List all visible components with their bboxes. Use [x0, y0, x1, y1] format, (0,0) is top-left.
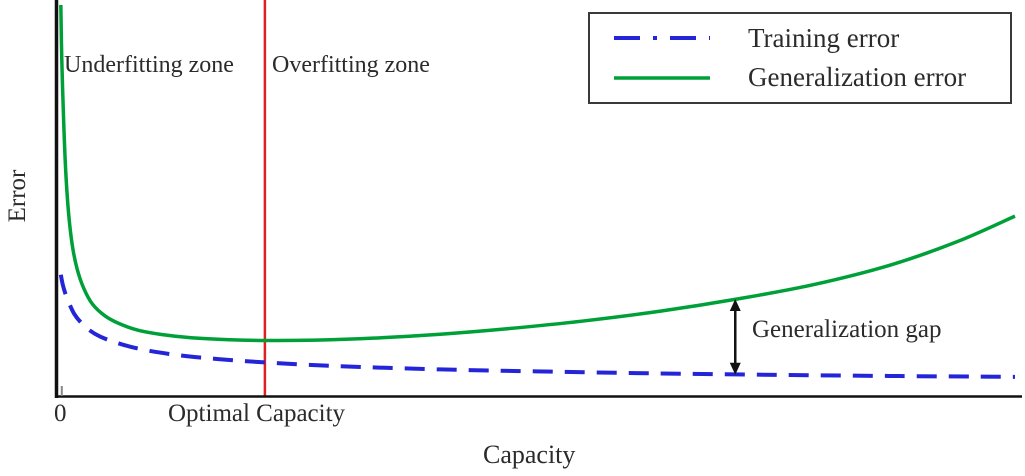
y-axis-label: Error: [4, 169, 31, 223]
generalization-error-curve: [59, 4, 1016, 343]
generalization-error-line-sample-icon: [614, 76, 710, 80]
training-error-line-sample-icon: [614, 36, 710, 41]
underfitting-zone-label: Underfitting zone: [64, 52, 234, 78]
legend-label-generalization-error: Generalization error: [748, 62, 967, 93]
overfitting-zone-label: Overfitting zone: [272, 52, 430, 78]
x-tick-zero-label: 0: [54, 400, 67, 427]
legend-item-training-error: Training error: [590, 23, 1010, 54]
optimal-capacity-label: Optimal Capacity: [168, 400, 346, 427]
training-error-curve: [58, 274, 1016, 379]
legend-item-generalization-error: Generalization error: [590, 62, 1010, 93]
legend-label-training-error: Training error: [748, 22, 900, 53]
generalization-gap-arrowhead-bottom: [729, 362, 741, 375]
generalization-gap-arrowhead-top: [729, 299, 741, 312]
generalization-gap-label: Generalization gap: [752, 316, 942, 343]
x-axis-label: Capacity: [483, 440, 576, 469]
legend: Training error Generalization error: [588, 12, 1012, 104]
